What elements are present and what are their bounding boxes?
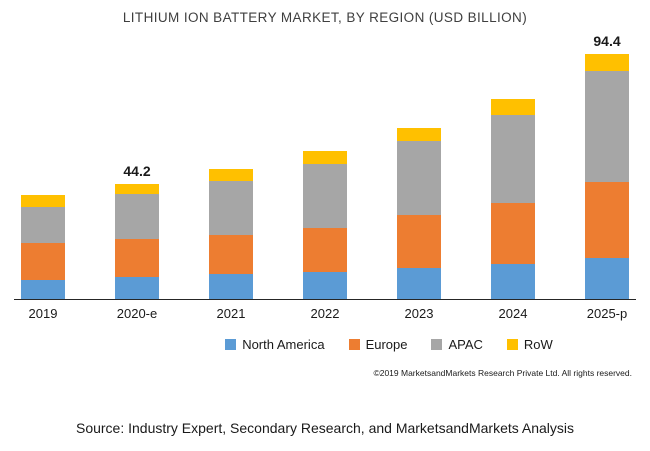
segment-europe-2022 <box>303 227 347 272</box>
legend: North America Europe APAC RoW <box>0 337 650 352</box>
x-axis-label-2020-e: 2020-e <box>116 306 158 321</box>
total-data-label: 94.4 <box>593 33 621 50</box>
x-axis-label-2021: 2021 <box>216 306 246 321</box>
segment-north-america-2024 <box>491 264 535 299</box>
segment-apac-2023 <box>397 140 441 215</box>
legend-swatch-icon <box>348 339 360 350</box>
segment-apac-2020-e <box>115 193 159 240</box>
segment-north-america-2025-p <box>585 257 629 299</box>
legend-label: RoW <box>523 337 553 352</box>
bar-2021 <box>202 169 260 299</box>
x-axis-label-2024: 2024 <box>498 306 528 321</box>
x-axis-label-2025-p: 2025-p <box>586 306 628 321</box>
legend-label: North America <box>242 337 325 352</box>
segment-row-2020-e <box>115 184 159 194</box>
bar-2024 <box>484 99 542 299</box>
segment-north-america-2021 <box>209 274 253 299</box>
legend-item-europe: Europe <box>348 337 408 352</box>
segment-north-america-2023 <box>397 267 441 299</box>
segment-apac-2021 <box>209 180 253 236</box>
copyright-text: ©2019 MarketsandMarkets Research Private… <box>373 368 632 378</box>
legend-item-north-america: North America <box>225 337 325 352</box>
bar-2022 <box>296 151 354 299</box>
total-data-label: 44.2 <box>123 163 151 180</box>
segment-europe-2025-p <box>585 182 629 258</box>
segment-apac-2024 <box>491 114 535 203</box>
segment-row-2024 <box>491 99 535 115</box>
x-axis-label-2022: 2022 <box>310 306 340 321</box>
legend-swatch-icon <box>225 339 237 350</box>
legend-label: APAC <box>448 337 483 352</box>
bar-2019 <box>14 195 72 299</box>
bar-2020-e: 44.2 <box>108 163 166 299</box>
segment-north-america-2019 <box>21 279 65 299</box>
segment-row-2022 <box>303 151 347 165</box>
segment-row-2023 <box>397 127 441 141</box>
segment-europe-2024 <box>491 203 535 264</box>
bar-2023 <box>390 127 448 299</box>
stacked-bar-chart: 44.2 94.4 2019 2020-e 2021 2022 2023 2024 2025-… <box>14 33 636 321</box>
legend-item-apac: APAC <box>431 337 483 352</box>
bar-2025-p: 94.4 <box>578 33 636 299</box>
segment-apac-2019 <box>21 206 65 244</box>
segment-europe-2019 <box>21 243 65 280</box>
x-axis-label-2023: 2023 <box>404 306 434 321</box>
legend-swatch-icon <box>506 339 518 350</box>
segment-row-2019 <box>21 195 65 207</box>
segment-europe-2023 <box>397 214 441 268</box>
x-axis-labels: 2019 2020-e 2021 2022 2023 2024 2025-p <box>14 306 636 321</box>
segment-north-america-2020-e <box>115 276 159 299</box>
segment-row-2025-p <box>585 54 629 72</box>
x-axis-label-2019: 2019 <box>28 306 58 321</box>
source-text: Source: Industry Expert, Secondary Resea… <box>75 420 574 436</box>
legend-item-row: RoW <box>506 337 553 352</box>
segment-europe-2020-e <box>115 239 159 277</box>
segment-apac-2022 <box>303 164 347 228</box>
segment-europe-2021 <box>209 235 253 275</box>
chart-title: LITHIUM ION BATTERY MARKET, BY REGION (U… <box>122 10 528 25</box>
legend-swatch-icon <box>431 339 443 350</box>
segment-apac-2025-p <box>585 71 629 183</box>
plot-area: 44.2 94.4 <box>14 33 636 300</box>
legend-label: Europe <box>365 337 408 352</box>
segment-north-america-2022 <box>303 271 347 299</box>
segment-row-2021 <box>209 169 253 181</box>
